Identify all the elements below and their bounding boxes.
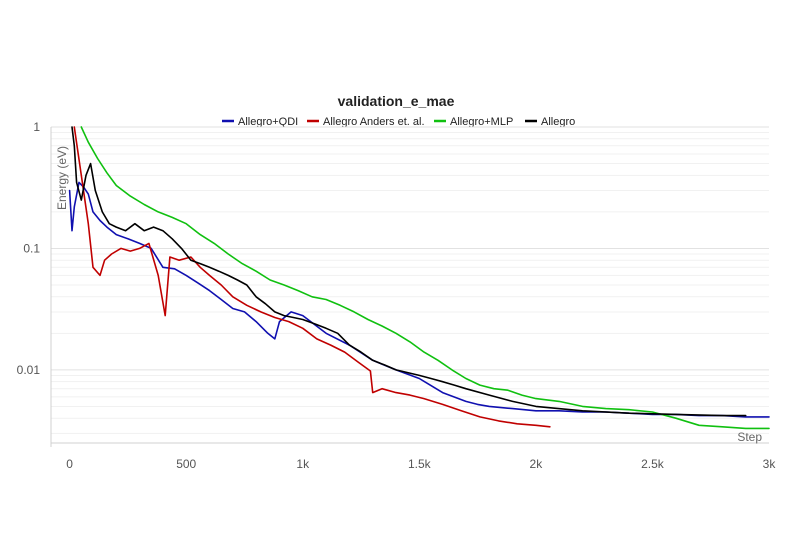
grid (50, 126, 769, 447)
series-line (71, 126, 747, 417)
x-tick-label: 2k (530, 457, 544, 471)
y-axis-label: Energy (eV) (55, 146, 69, 210)
x-tick-label: 2.5k (641, 457, 665, 471)
series-line (73, 126, 551, 428)
y-tick-label: 1 (33, 120, 40, 134)
x-axis: 0 500 1k 1.5k 2k 2.5k 3k (66, 457, 776, 471)
y-tick-label: 0.1 (23, 241, 40, 255)
x-tick-label: 1.5k (408, 457, 432, 471)
chart-title: validation_e_mae (338, 93, 455, 109)
legend-label: Allegro+QDI (238, 116, 298, 128)
y-axis: 1 0.1 0.01 (17, 120, 41, 377)
legend-label: Allegro Anders et. al. (323, 116, 425, 128)
series-line (80, 126, 770, 430)
x-tick-label: 0 (66, 457, 73, 471)
plot-area (68, 126, 770, 430)
y-tick-label: 0.01 (17, 363, 41, 377)
x-tick-label: 1k (296, 457, 310, 471)
x-tick-label: 3k (763, 457, 777, 471)
legend-label: Allegro (541, 116, 575, 128)
series-line (68, 181, 770, 418)
legend-label: Allegro+MLP (450, 116, 513, 128)
legend: Allegro+QDI Allegro Anders et. al. Allegro… (222, 116, 575, 128)
x-tick-label: 500 (176, 457, 196, 471)
x-axis-label: Step (737, 430, 762, 444)
